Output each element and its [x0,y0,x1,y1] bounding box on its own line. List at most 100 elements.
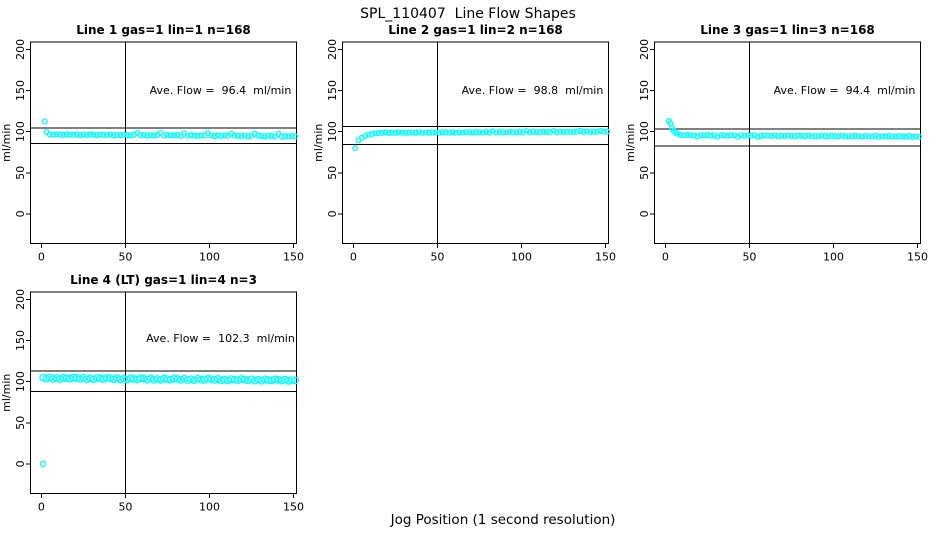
data-point [540,128,547,135]
data-point [848,133,855,140]
data-point [103,132,111,139]
data-point [758,132,765,139]
data-point [590,128,597,135]
data-point [150,132,158,139]
data-point [476,129,483,136]
data-point [687,132,694,139]
y-tick-label: 0 [638,210,651,217]
data-point [737,132,745,139]
data-point [73,131,80,138]
data-point [93,132,100,139]
data-point [409,129,416,136]
data-point [77,132,84,139]
data-point [795,132,802,139]
ave-flow-annotation: Ave. Flow = 102.3 ml/min [146,332,295,345]
data-point [389,129,396,136]
data-point [744,132,751,139]
data-point [865,133,872,140]
data-point [916,133,923,140]
data-point [452,129,459,136]
data-point [832,133,839,140]
x-tick-label: 50 [118,501,132,514]
data-point [751,132,758,139]
data-point [785,132,792,139]
outlier-point [352,145,359,152]
data-point [557,128,564,135]
data-point [872,132,879,139]
data-point [287,376,296,384]
data-point [536,129,543,136]
data-point [852,132,859,139]
outlier-point [39,460,47,468]
data-point [845,133,852,140]
data-point [483,128,490,136]
x-tick-label: 150 [595,251,616,264]
data-point [781,133,788,140]
y-tick-label: 150 [14,330,27,351]
data-point [858,133,866,140]
data-point [124,132,131,139]
data-point [748,132,755,139]
data-point [496,128,503,136]
data-point [87,131,94,138]
data-point [147,132,154,139]
x-tick-label: 150 [907,251,928,264]
data-point [449,129,456,136]
data-point [550,127,557,135]
panel-title: Line 4 (LT) gas=1 lin=4 n=3 [70,273,257,287]
data-point [684,131,691,138]
data-point [436,129,443,136]
ave-flow-annotation: Ave. Flow = 98.8 ml/min [462,84,604,97]
data-point [543,128,550,136]
data-point [117,132,124,139]
panel-title: Line 2 gas=1 lin=2 n=168 [388,23,563,37]
y-tick-label: 50 [326,166,339,180]
data-point [70,131,77,138]
data-point [798,132,805,139]
plot-box [30,291,297,494]
data-point [288,132,295,139]
data-point [120,131,127,138]
data-point [221,132,228,139]
data-point [140,131,147,138]
data-point [741,132,748,140]
data-point [899,133,906,140]
data-point [291,376,300,385]
y-tick-label: 100 [326,121,339,142]
data-point [238,133,245,140]
data-point [245,133,252,140]
data-point [399,129,406,136]
x-tick-label: 150 [283,501,304,514]
data-point [60,131,67,138]
y-tick-label: 150 [326,80,339,101]
data-point [717,131,724,139]
data-point [255,132,262,139]
y-tick-label: 100 [14,121,27,142]
data-point [110,132,117,139]
data-point [815,133,822,140]
data-point [570,129,577,136]
plot-panel-4: 0 50 100 150 0 50 100 150 200 ml/min Line 4 (LT) g… [0,273,304,514]
data-points [39,373,300,468]
panel-title: Line 3 gas=1 lin=3 n=168 [700,23,875,37]
data-point [198,132,205,139]
y-tick-label: 150 [14,80,27,101]
data-point [187,132,195,139]
x-tick-label: 100 [199,251,220,264]
data-point [419,129,426,136]
data-point [828,132,835,139]
data-point [66,131,74,138]
data-point [842,133,849,140]
data-point [489,128,496,135]
data-point [368,130,375,137]
data-point [875,133,882,140]
data-point [362,132,369,140]
data-point [604,128,611,135]
data-point [432,129,439,136]
data-point [167,132,174,139]
figure-title: SPL_110407 Line Flow Shapes [360,6,576,22]
data-point [707,132,714,139]
plot-panel-1: 0 50 100 150 0 50 100 150 200 ml/min Line 1 gas=1 … [0,23,304,264]
data-point [523,128,530,135]
